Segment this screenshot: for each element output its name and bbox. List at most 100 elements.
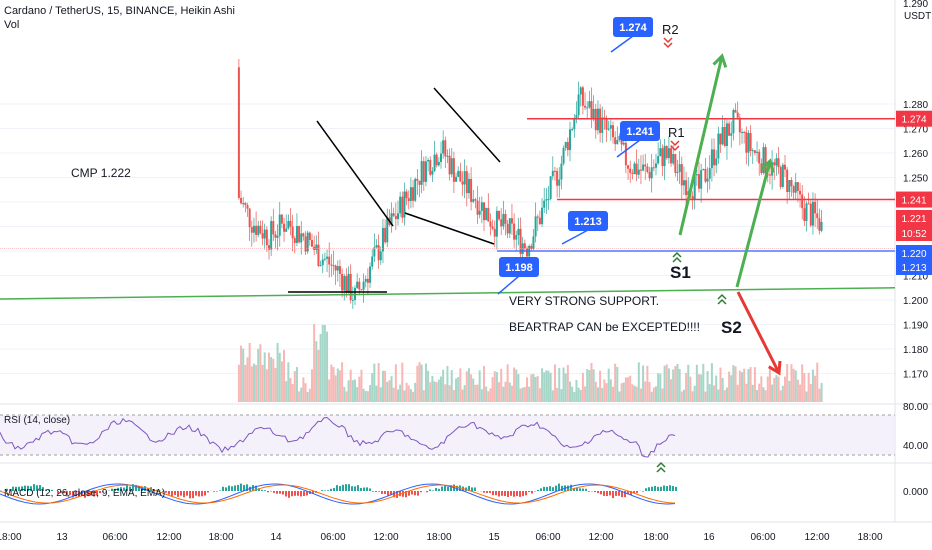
candle-body — [242, 203, 245, 205]
macd-histogram-bar — [243, 485, 245, 491]
candle-body — [784, 164, 786, 170]
candle-body — [665, 146, 668, 159]
volume-bar — [517, 374, 520, 402]
volume-bar — [386, 381, 389, 402]
volume-bar — [558, 367, 561, 402]
macd-histogram-bar — [651, 486, 653, 491]
volume-bar — [375, 385, 378, 402]
macd-histogram-bar — [144, 486, 146, 491]
candle-body — [345, 276, 348, 293]
candle-body — [764, 147, 767, 175]
macd-histogram-bar — [408, 491, 410, 496]
macd-histogram-bar — [381, 491, 383, 494]
candle-body — [644, 164, 647, 167]
r2-badge-bg — [896, 110, 932, 127]
volume-bar — [519, 388, 522, 402]
volume-bar — [476, 384, 479, 402]
time-tick-label: 16 — [703, 532, 715, 543]
volume-bar — [682, 389, 685, 402]
candle-body — [648, 171, 651, 179]
candle-body — [377, 245, 380, 261]
candle-body — [536, 216, 539, 218]
candle-body — [801, 194, 804, 209]
volume-bar — [799, 384, 802, 402]
candle-body — [762, 147, 765, 173]
volume-bar — [472, 378, 475, 402]
volume-bar — [360, 369, 363, 402]
macd-histogram-bar — [57, 491, 59, 494]
candle-body — [248, 208, 251, 228]
candle-body — [652, 167, 655, 169]
volume-bar — [319, 333, 322, 402]
macd-histogram-bar — [216, 491, 218, 492]
macd-histogram-bar — [45, 489, 47, 491]
callout-1274-label: 1.274 — [619, 22, 647, 34]
candle-body — [532, 236, 535, 249]
price-tick-label: 1.180 — [903, 345, 928, 356]
volume-bar — [298, 391, 301, 402]
volume-bar — [596, 387, 599, 402]
volume-bar — [465, 371, 468, 402]
macd-histogram-bar — [471, 487, 473, 491]
candle-body — [577, 94, 580, 116]
volume-bar — [766, 376, 769, 402]
candle-body — [366, 278, 369, 283]
macd-histogram-bar — [570, 484, 572, 491]
candle-body — [347, 273, 350, 293]
macd-histogram-bar — [204, 491, 206, 496]
volume-bar — [332, 367, 335, 402]
macd-histogram-bar — [285, 491, 287, 497]
volume-bar — [461, 389, 464, 402]
macd-histogram-bar — [513, 491, 515, 497]
candle-body — [738, 117, 741, 133]
candle-body — [504, 213, 507, 224]
signal-line — [0, 484, 676, 504]
candle-body — [422, 161, 425, 182]
macd-histogram-bar — [330, 488, 332, 491]
candle-body — [695, 174, 698, 176]
bear-arrow-head — [767, 360, 782, 376]
volume-bar — [493, 371, 496, 402]
volume-bar — [676, 363, 679, 402]
candle-body — [300, 233, 303, 243]
volume-bar — [592, 369, 595, 402]
volume-bar — [700, 374, 703, 402]
current-price-badge-bg — [896, 210, 932, 226]
volume-bar — [336, 368, 339, 402]
candle-body — [781, 164, 784, 187]
macd-histogram-bar — [588, 491, 590, 492]
candle-body — [375, 245, 378, 248]
volume-bar — [268, 352, 270, 402]
callout-1241-tail — [616, 139, 641, 158]
volume-bar — [414, 382, 417, 402]
macd-histogram-bar — [126, 484, 128, 491]
candle-body — [612, 125, 614, 138]
time-tick-label: 12:00 — [156, 532, 181, 543]
macd-histogram-bar — [93, 491, 95, 497]
macd-histogram-bar — [222, 486, 224, 491]
candle-body — [356, 281, 359, 288]
volume-bar — [470, 374, 473, 402]
candle-body — [792, 186, 795, 193]
candle-body — [566, 141, 569, 151]
volume-bar — [794, 370, 797, 402]
volume-bar — [304, 383, 307, 402]
candle-body — [573, 118, 576, 130]
volume-bar — [781, 385, 784, 402]
volume-bar — [663, 365, 666, 402]
candle-body — [745, 132, 748, 153]
time-tick-label: 15 — [488, 532, 500, 543]
macd-histogram-bar — [351, 486, 353, 491]
volume-bar — [624, 377, 627, 402]
macd-histogram-bar — [291, 491, 293, 497]
volume-bar — [272, 358, 275, 402]
volume-bar — [323, 325, 326, 402]
volume-bar — [302, 377, 305, 402]
time-tick-label: 18:00 — [643, 532, 668, 543]
volume-bar — [614, 363, 617, 402]
candle-body — [491, 226, 494, 229]
volume-bar — [721, 378, 724, 402]
candle-body — [257, 225, 260, 235]
macd-histogram-bar — [672, 486, 674, 491]
